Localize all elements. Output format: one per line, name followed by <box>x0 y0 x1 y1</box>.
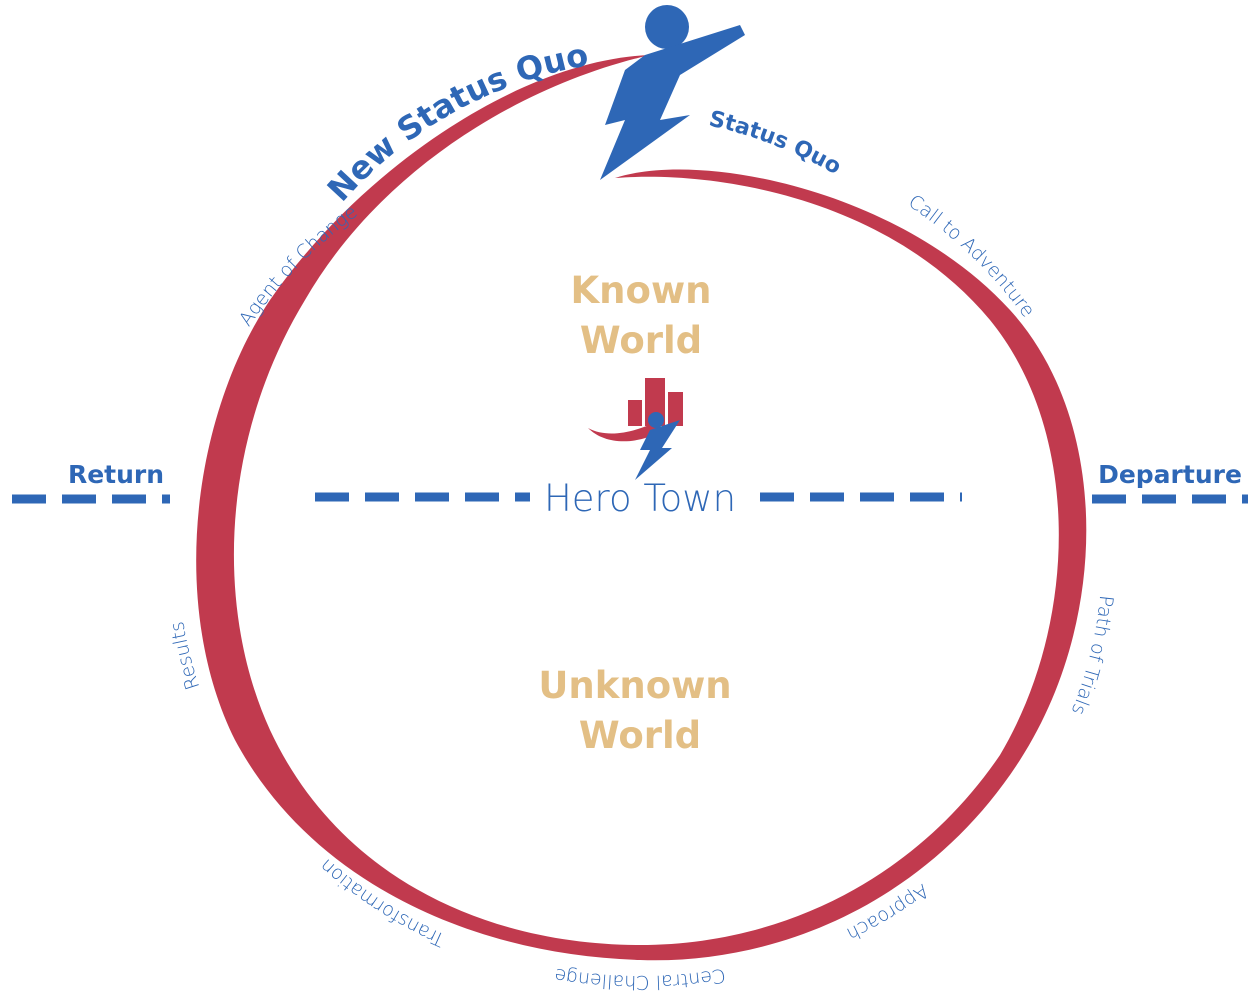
unknown-world: Unknown <box>538 664 731 707</box>
hero-journey-diagram: New Status Quo Status Quo Call to Advent… <box>0 0 1248 998</box>
hero-town-logo <box>588 378 683 480</box>
departure-label: Departure <box>1098 460 1242 489</box>
hero-town-label: Hero Town <box>544 477 736 520</box>
known-world: Known <box>571 269 712 312</box>
return-label: Return <box>68 460 164 489</box>
unknown-world: World <box>579 714 701 757</box>
stage-text: Results <box>166 620 204 693</box>
stage-label: Results <box>166 620 204 693</box>
stage-text: Central Challenge <box>553 964 727 993</box>
status-quo: Status Quo <box>707 107 846 180</box>
known-world: World <box>580 319 702 362</box>
new-status-quo: New Status Quo <box>320 36 591 209</box>
hero-figure <box>600 5 745 180</box>
stage-label: Central Challenge <box>553 964 727 993</box>
